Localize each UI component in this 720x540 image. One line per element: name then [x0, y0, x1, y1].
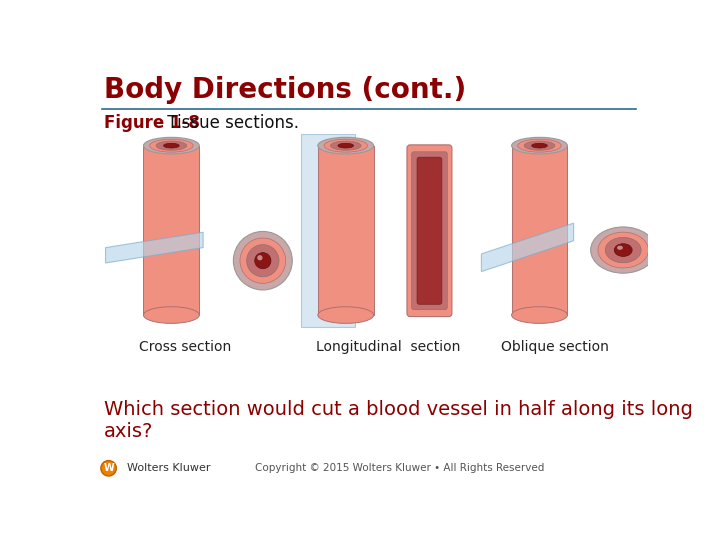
- Text: Body Directions (cont.): Body Directions (cont.): [104, 76, 467, 104]
- Ellipse shape: [240, 238, 286, 284]
- Ellipse shape: [247, 245, 279, 277]
- Text: Cross section: Cross section: [139, 340, 231, 354]
- Ellipse shape: [318, 307, 374, 323]
- Ellipse shape: [318, 137, 374, 154]
- Ellipse shape: [324, 139, 367, 152]
- Ellipse shape: [590, 227, 656, 273]
- Ellipse shape: [531, 143, 547, 148]
- Ellipse shape: [163, 143, 179, 148]
- Ellipse shape: [606, 238, 641, 263]
- Ellipse shape: [255, 253, 271, 269]
- Ellipse shape: [330, 141, 361, 150]
- Ellipse shape: [614, 244, 632, 256]
- Ellipse shape: [617, 246, 623, 250]
- Ellipse shape: [598, 232, 649, 268]
- Text: Figure 1-8: Figure 1-8: [104, 114, 200, 132]
- FancyBboxPatch shape: [407, 145, 452, 316]
- Text: Wolters Kluwer: Wolters Kluwer: [127, 463, 211, 473]
- Text: Oblique section: Oblique section: [501, 340, 609, 354]
- Bar: [143, 146, 199, 315]
- Ellipse shape: [143, 137, 199, 154]
- Ellipse shape: [156, 141, 186, 150]
- Ellipse shape: [524, 141, 555, 150]
- Ellipse shape: [512, 307, 567, 323]
- Ellipse shape: [518, 139, 562, 152]
- Ellipse shape: [143, 307, 199, 323]
- Ellipse shape: [101, 461, 117, 476]
- Ellipse shape: [257, 255, 263, 260]
- Ellipse shape: [512, 137, 567, 154]
- Ellipse shape: [233, 232, 292, 290]
- Text: Longitudinal  section: Longitudinal section: [316, 340, 461, 354]
- Text: Copyright © 2015 Wolters Kluwer • All Rights Reserved: Copyright © 2015 Wolters Kluwer • All Ri…: [256, 463, 545, 473]
- Polygon shape: [482, 223, 574, 272]
- Ellipse shape: [338, 143, 354, 148]
- Polygon shape: [301, 134, 355, 327]
- FancyBboxPatch shape: [417, 157, 442, 304]
- Ellipse shape: [150, 139, 193, 152]
- Text: Tissue sections.: Tissue sections.: [162, 114, 299, 132]
- Bar: [512, 146, 567, 315]
- FancyBboxPatch shape: [412, 152, 447, 309]
- Bar: [318, 146, 374, 315]
- Polygon shape: [106, 232, 203, 263]
- Text: W: W: [103, 463, 114, 473]
- Text: Which section would cut a blood vessel in half along its long
axis?: Which section would cut a blood vessel i…: [104, 400, 693, 441]
